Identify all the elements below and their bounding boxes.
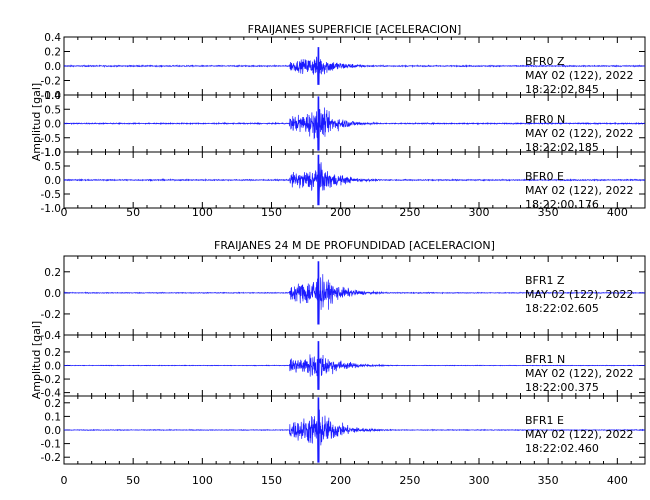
date-label: MAY 02 (122), 2022 xyxy=(525,367,633,380)
x-tick-label: 0 xyxy=(61,474,68,487)
station-label: BFR0 Z xyxy=(525,55,565,68)
waveform-trace xyxy=(63,47,646,85)
y-tick-label: 0.0 xyxy=(44,175,61,187)
x-tick-label: 300 xyxy=(469,206,490,219)
y-tick-label: 1.0 xyxy=(44,147,61,159)
y-tick-label: 0.0 xyxy=(44,61,61,73)
station-label: BFR1 Z xyxy=(525,274,565,287)
y-tick-label: -0.5 xyxy=(41,189,62,201)
y-tick-label: -0.4 xyxy=(41,388,62,400)
x-tick-label: 350 xyxy=(538,474,559,487)
time-label: 18:22:02.845 xyxy=(525,83,599,96)
x-tick-label: 150 xyxy=(261,474,282,487)
y-tick-label: 0.0 xyxy=(44,119,61,131)
y-tick-label: -0.4 xyxy=(41,90,62,102)
date-label: MAY 02 (122), 2022 xyxy=(525,288,633,301)
x-tick-label: 0 xyxy=(61,206,68,219)
y-tick-label: 0.2 xyxy=(44,347,61,359)
x-tick-label: 400 xyxy=(607,474,628,487)
date-label: MAY 02 (122), 2022 xyxy=(525,69,633,82)
y-axis-label: Amplitud [gal] xyxy=(30,83,43,161)
x-tick-label: 250 xyxy=(399,474,420,487)
y-tick-label: 0.2 xyxy=(44,398,61,410)
time-label: 18:22:02.605 xyxy=(525,302,599,315)
y-tick-label: 0.0 xyxy=(44,288,61,300)
y-tick-label: 0.4 xyxy=(44,32,61,44)
station-label: BFR1 E xyxy=(525,414,564,427)
x-tick-label: 250 xyxy=(399,206,420,219)
chart-panel-1: FRAIJANES SUPERFICIE [ACELERACION] Amplit… xyxy=(30,23,646,219)
y-axis-label: Amplitud [gal] xyxy=(30,321,43,399)
time-label: 18:22:00.375 xyxy=(525,381,599,394)
y-tick-label: 0.5 xyxy=(44,104,61,116)
station-label: BFR0 E xyxy=(525,170,564,183)
x-tick-label: 50 xyxy=(126,474,140,487)
y-tick-label: -0.5 xyxy=(41,133,62,145)
x-tick-label: 50 xyxy=(126,206,140,219)
time-label: 18:22:00.176 xyxy=(525,198,599,211)
x-tick-label: 150 xyxy=(261,206,282,219)
y-tick-label: 0.0 xyxy=(44,361,61,373)
y-tick-label: -0.1 xyxy=(41,439,62,451)
station-label: BFR1 N xyxy=(525,353,565,366)
waveform-trace xyxy=(63,96,646,151)
waveform-trace xyxy=(63,154,646,206)
chart-title: FRAIJANES SUPERFICIE [ACELERACION] xyxy=(248,23,462,36)
waveform-trace xyxy=(63,261,645,325)
x-tick-label: 350 xyxy=(538,206,559,219)
y-tick-label: 1.0 xyxy=(44,90,61,102)
chart-title: FRAIJANES 24 M DE PROFUNDIDAD [ACELERACI… xyxy=(214,239,495,252)
y-tick-label: 0.0 xyxy=(44,425,61,437)
x-tick-label: 200 xyxy=(330,474,351,487)
y-tick-label: -0.2 xyxy=(41,309,62,321)
time-label: 18:22:02.460 xyxy=(525,442,599,455)
y-tick-label: 0.1 xyxy=(44,411,61,423)
x-tick-label: 200 xyxy=(330,206,351,219)
y-tick-label: -1.0 xyxy=(41,147,62,159)
date-label: MAY 02 (122), 2022 xyxy=(525,428,633,441)
y-tick-label: -0.2 xyxy=(41,76,62,88)
date-label: MAY 02 (122), 2022 xyxy=(525,184,633,197)
y-tick-label: 0.2 xyxy=(44,267,61,279)
waveform-trace xyxy=(63,341,646,390)
x-tick-label: 400 xyxy=(607,206,628,219)
station-label: BFR0 N xyxy=(525,113,565,126)
y-tick-label: -1.0 xyxy=(41,203,62,215)
waveform-trace xyxy=(63,397,646,463)
y-tick-label: -0.2 xyxy=(41,374,62,386)
y-tick-label: 0.5 xyxy=(44,161,61,173)
chart-panel-2: FRAIJANES 24 M DE PROFUNDIDAD [ACELERACI… xyxy=(30,239,646,487)
x-tick-label: 100 xyxy=(192,474,213,487)
date-label: MAY 02 (122), 2022 xyxy=(525,127,633,140)
y-tick-label: -0.2 xyxy=(41,452,62,464)
x-tick-label: 100 xyxy=(192,206,213,219)
y-tick-label: 0.2 xyxy=(44,47,61,59)
time-label: 18:22:02.185 xyxy=(525,141,599,154)
y-tick-label: -0.4 xyxy=(41,330,62,342)
x-tick-label: 300 xyxy=(469,474,490,487)
